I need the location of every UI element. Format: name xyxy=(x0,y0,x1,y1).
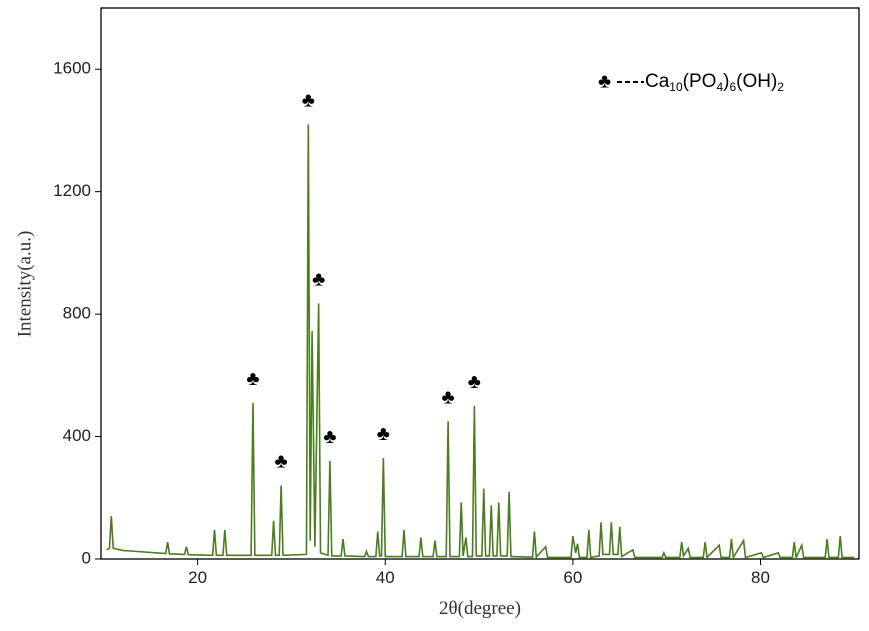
peak-marker: ♣ xyxy=(377,423,390,445)
peak-marker: ♣ xyxy=(442,386,455,408)
y-tick-label: 400 xyxy=(63,426,91,445)
data-line xyxy=(106,124,855,561)
legend-symbol: ♣ xyxy=(598,70,611,92)
x-axis-label: 2θ(degree) xyxy=(439,598,521,619)
peak-marker: ♣ xyxy=(323,426,336,448)
x-tick-label: 80 xyxy=(751,568,770,587)
plot-frame xyxy=(100,7,860,560)
peak-marker: ♣ xyxy=(312,268,325,290)
peak-marker: ♣ xyxy=(302,89,315,111)
y-tick-label: 0 xyxy=(82,548,91,567)
x-tick-label: 60 xyxy=(563,568,582,587)
y-axis-label: Intensity(a.u.) xyxy=(14,231,35,338)
peak-marker: ♣ xyxy=(246,368,259,390)
y-tick-label: 1600 xyxy=(53,59,91,78)
x-tick-label: 40 xyxy=(376,568,395,587)
peak-marker: ♣ xyxy=(468,371,481,393)
x-tick-label: 20 xyxy=(188,568,207,587)
peak-marker: ♣ xyxy=(275,451,288,473)
legend-label: Ca10(PO4)6(OH)2 xyxy=(645,71,784,94)
y-tick-label: 1200 xyxy=(53,181,91,200)
y-tick-label: 800 xyxy=(63,304,91,323)
